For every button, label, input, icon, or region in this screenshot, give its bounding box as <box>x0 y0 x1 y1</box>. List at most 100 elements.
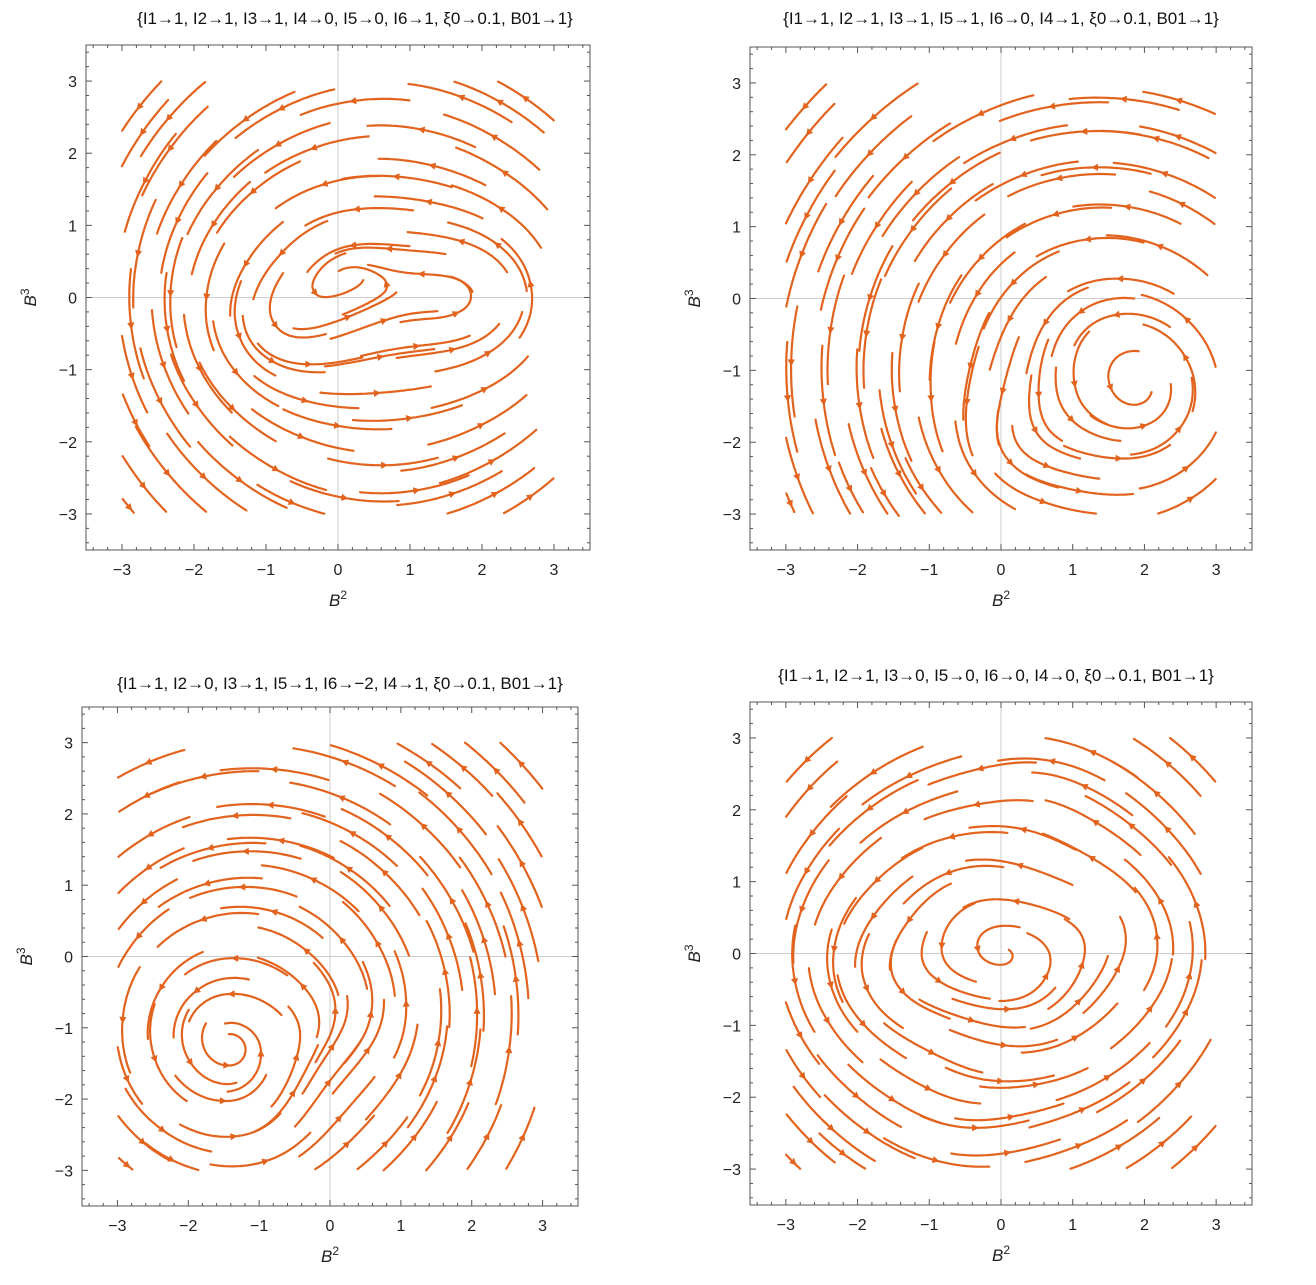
stream-arrow <box>1185 971 1193 980</box>
stream-arrow <box>392 173 400 181</box>
y-tick-label: 2 <box>732 803 741 820</box>
streamline <box>215 160 302 234</box>
stream-arrow <box>1181 1008 1188 1017</box>
stream-arrow <box>1155 243 1164 251</box>
stream-arrow <box>274 140 283 147</box>
streamline <box>337 266 389 316</box>
stream-arrow <box>942 249 950 258</box>
stream-arrow <box>243 259 251 268</box>
stream-arrow <box>888 1094 896 1102</box>
streamline <box>188 992 283 1023</box>
x-tick-label: −3 <box>777 562 795 579</box>
stream-arrow <box>150 1054 158 1063</box>
y-tick-label: 3 <box>732 731 741 748</box>
stream-arrow <box>231 954 239 962</box>
stream-arrow <box>451 311 460 318</box>
x-tick-label: −3 <box>108 1218 126 1235</box>
stream-arrow <box>927 1048 936 1055</box>
stream-arrow <box>1066 414 1075 423</box>
stream-arrow <box>163 325 171 334</box>
stream-arrow <box>999 387 1007 396</box>
stream-arrow <box>807 176 815 184</box>
stream-arrow <box>1145 1005 1153 1013</box>
stream-arrow <box>1153 790 1161 798</box>
stream-arrow <box>327 1043 335 1052</box>
streamline <box>450 184 543 249</box>
x-tick-label: −2 <box>848 1217 866 1234</box>
streamplot-svg: −3 −2 −1 0 1 2 3 −3 −2 −1 0 1 2 3 B2 B3 <box>18 44 591 610</box>
stream-arrow <box>835 253 842 262</box>
streamline <box>120 99 170 168</box>
stream-arrow <box>402 999 410 1007</box>
stream-arrow <box>144 863 153 871</box>
streamline <box>289 781 392 826</box>
streamline <box>160 172 209 274</box>
stream-arrow <box>804 866 811 875</box>
stream-arrow <box>412 487 421 495</box>
stream-arrow <box>119 1016 127 1024</box>
stream-arrow <box>1019 170 1028 178</box>
streamline <box>965 858 1074 887</box>
stream-arrow <box>261 1158 270 1166</box>
stream-arrow <box>131 418 138 427</box>
stream-arrow <box>804 212 811 220</box>
stream-arrow <box>199 915 208 922</box>
stream-arrow <box>445 1134 453 1143</box>
stream-arrow <box>863 330 871 338</box>
x-tick-label: 1 <box>1068 562 1077 579</box>
stream-arrow <box>430 1074 438 1083</box>
stream-arrow <box>934 976 943 984</box>
streamline <box>314 1114 376 1171</box>
streamline <box>260 864 360 913</box>
stream-arrow <box>1019 826 1027 834</box>
streamplot-svg: −3 −2 −1 0 1 2 3 −3 −2 −1 0 1 2 3 B2 B3 <box>14 706 579 1266</box>
stream-arrow <box>219 1097 227 1105</box>
stream-arrow <box>1091 163 1099 171</box>
streamline <box>963 124 1069 165</box>
stream-arrow <box>1070 380 1078 388</box>
x-tick-label: 0 <box>997 1217 1006 1234</box>
stream-arrow <box>934 465 941 474</box>
stream-arrow <box>947 832 956 840</box>
stream-arrow <box>122 1074 130 1083</box>
streamline <box>144 1142 200 1172</box>
streamline <box>879 1058 982 1105</box>
stream-arrow <box>906 915 914 924</box>
stream-arrow <box>1080 783 1089 791</box>
stream-arrow <box>789 1157 797 1166</box>
stream-arrow <box>231 811 239 820</box>
x-tick-label: 2 <box>478 562 487 579</box>
stream-arrow <box>303 948 311 956</box>
stream-arrow <box>300 983 308 991</box>
stream-arrow <box>142 791 151 798</box>
streamline <box>156 911 260 948</box>
y-tick-label: 0 <box>64 950 73 967</box>
streamline <box>1101 129 1210 160</box>
y-axis-label: B3 <box>682 944 704 962</box>
stream-arrow <box>862 984 870 993</box>
streamline <box>867 122 952 199</box>
streamline <box>442 113 541 171</box>
x-axis-label: B2 <box>321 1244 339 1266</box>
y-tick-label: −1 <box>723 363 741 380</box>
y-tick-label: −3 <box>55 1163 73 1180</box>
axis-ticks <box>82 707 578 1206</box>
stream-arrow <box>1048 758 1056 766</box>
stream-arrow <box>136 102 144 111</box>
stream-arrow <box>963 398 971 406</box>
streamline <box>1031 771 1134 817</box>
streamline <box>1140 293 1217 368</box>
stream-arrow <box>874 221 882 230</box>
stream-arrow <box>879 489 887 498</box>
streamline <box>1084 794 1173 866</box>
x-tick-label: 3 <box>1212 1217 1221 1234</box>
stream-arrow <box>1078 1107 1087 1114</box>
stream-arrow <box>1138 1077 1147 1086</box>
stream-arrow <box>976 109 985 116</box>
stream-arrow <box>1139 423 1148 431</box>
stream-arrow <box>1103 1074 1112 1082</box>
stream-arrow <box>383 280 391 288</box>
stream-arrow <box>1113 965 1120 974</box>
streamline <box>1111 760 1196 835</box>
streamline <box>920 931 991 1000</box>
